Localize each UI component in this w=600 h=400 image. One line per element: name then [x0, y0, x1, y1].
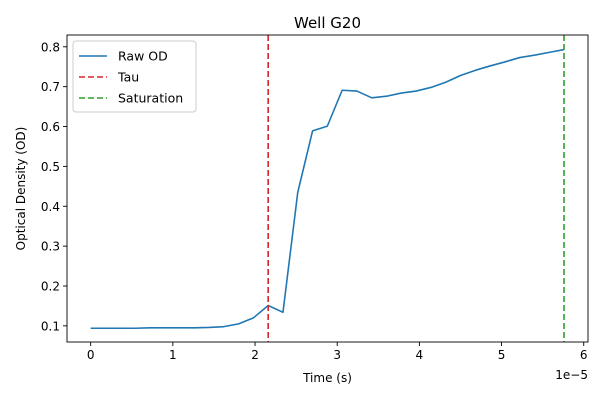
y-axis-label: Optical Density (OD) — [14, 127, 28, 251]
legend: Raw OD Tau Saturation — [72, 40, 197, 113]
x-axis-label: Time (s) — [302, 371, 352, 385]
x-tick-label: 3 — [333, 348, 341, 362]
chart-title: Well G20 — [294, 14, 361, 32]
y-tick-label: 0.1 — [41, 319, 60, 333]
legend-box — [72, 40, 197, 113]
x-tick-label: 2 — [251, 348, 259, 362]
x-tick-label: 5 — [498, 348, 506, 362]
y-tick-label: 0.4 — [41, 200, 60, 214]
axes: 0 1 2 3 4 5 6 0.1 0.2 0.3 0.4 0.5 0.6 0.7 0.8 — [41, 34, 589, 362]
x-tick-label: 0 — [87, 348, 95, 362]
series-line-raw-od — [90, 48, 565, 330]
x-axis-offset-text: 1e−5 — [555, 368, 588, 382]
x-tick-label: 1 — [169, 348, 177, 362]
y-tick-label: 0.6 — [41, 120, 60, 134]
legend-label: Tau — [117, 70, 139, 85]
y-tick-label: 0.2 — [41, 279, 60, 293]
y-tick-label: 0.7 — [41, 80, 60, 94]
legend-label: Saturation — [118, 91, 183, 106]
y-tick-label: 0.8 — [41, 40, 60, 54]
plot-area — [90, 35, 565, 342]
x-tick-label: 4 — [416, 348, 424, 362]
y-tick-label: 0.3 — [41, 240, 60, 254]
y-tick-label: 0.5 — [41, 160, 60, 174]
legend-label: Raw OD — [118, 49, 168, 64]
axes-frame — [66, 34, 589, 343]
x-tick-label: 6 — [580, 348, 588, 362]
